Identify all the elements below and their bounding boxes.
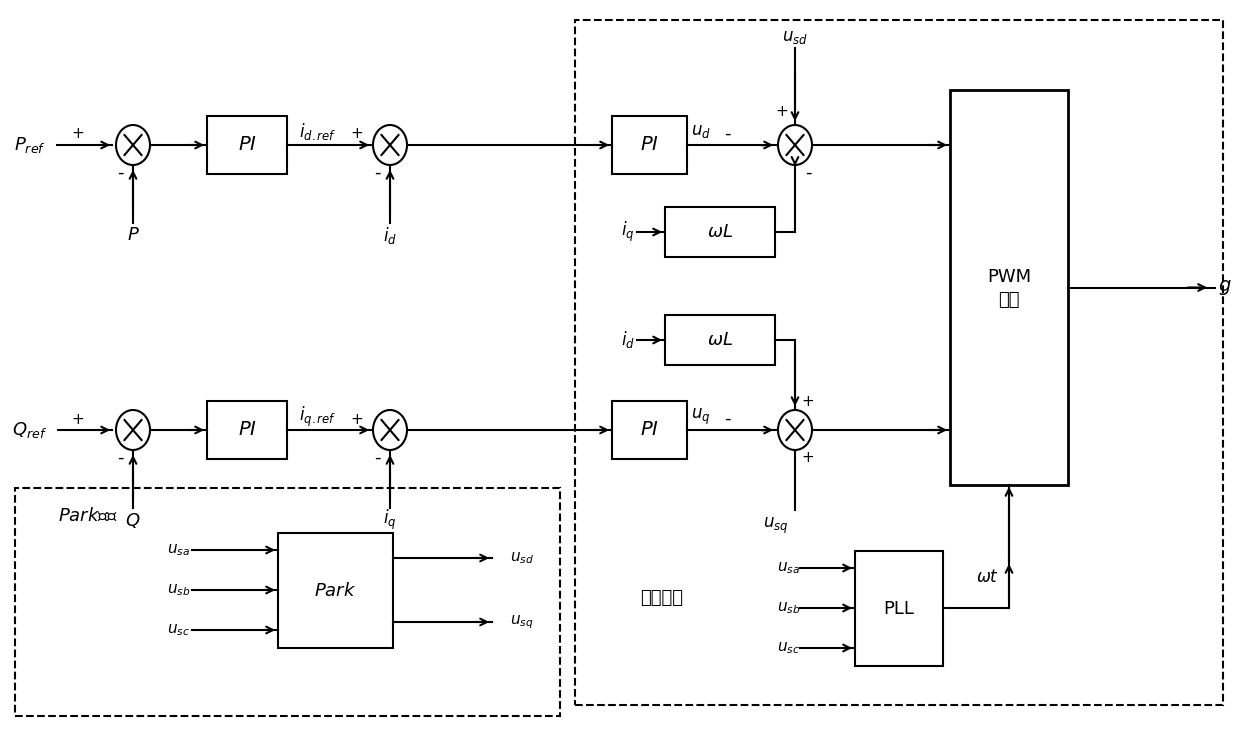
Bar [665, 315, 776, 365]
Bar [207, 401, 287, 459]
Text: -: - [724, 410, 730, 428]
Text: $Q$: $Q$ [125, 510, 141, 529]
Text: $u_{sb}$: $u_{sb}$ [777, 600, 800, 616]
Ellipse shape [373, 125, 406, 165]
Text: -: - [805, 164, 812, 182]
Text: $u_{sb}$: $u_{sb}$ [166, 582, 190, 598]
Text: $u_{sd}$: $u_{sd}$ [510, 550, 534, 566]
Text: -: - [374, 449, 380, 467]
Ellipse shape [373, 410, 406, 450]
Text: +: + [802, 394, 814, 410]
Text: $g$: $g$ [1218, 278, 1232, 297]
Text: +: + [72, 126, 84, 142]
Text: $u_d$: $u_d$ [691, 123, 711, 140]
Text: $PI$: $PI$ [238, 136, 256, 154]
Ellipse shape [778, 125, 812, 165]
Text: $u_{sa}$: $u_{sa}$ [777, 560, 800, 576]
Text: -: - [724, 125, 730, 143]
Ellipse shape [778, 410, 812, 450]
Text: $Park$: $Park$ [315, 582, 357, 599]
Text: -: - [758, 136, 766, 154]
Text: $i_d$: $i_d$ [383, 225, 396, 245]
Bar [950, 90, 1068, 485]
Text: $P_{ref}$: $P_{ref}$ [14, 135, 46, 155]
Text: -: - [116, 449, 123, 467]
Text: $u_{sc}$: $u_{sc}$ [777, 640, 800, 656]
Ellipse shape [116, 410, 150, 450]
Text: $i_q$: $i_q$ [383, 508, 396, 532]
Text: -: - [116, 164, 123, 182]
Text: +: + [802, 450, 814, 466]
Text: $i_q$: $i_q$ [622, 220, 636, 244]
Text: +: + [351, 412, 363, 426]
Text: $PI$: $PI$ [238, 421, 256, 439]
Text: $Q_{ref}$: $Q_{ref}$ [12, 420, 47, 440]
Text: $\omega L$: $\omega L$ [707, 331, 733, 349]
Text: -: - [374, 164, 380, 182]
Text: $u_{sa}$: $u_{sa}$ [167, 542, 190, 558]
Text: $\omega t$: $\omega t$ [975, 569, 999, 586]
Text: $u_{sq}$: $u_{sq}$ [763, 516, 789, 536]
Text: $\omega L$: $\omega L$ [707, 223, 733, 241]
Text: PWM: PWM [987, 269, 1031, 286]
Text: +: + [776, 104, 788, 118]
Bar [612, 116, 686, 174]
Text: $P$: $P$ [126, 226, 140, 244]
Text: 解耦模型: 解耦模型 [641, 589, 684, 607]
Text: $i_{d.ref}$: $i_{d.ref}$ [300, 121, 337, 142]
Bar [665, 207, 776, 257]
Text: $u_{sq}$: $u_{sq}$ [510, 613, 534, 631]
Text: $u_{sc}$: $u_{sc}$ [167, 622, 190, 638]
Text: +: + [72, 412, 84, 426]
Text: $i_{q.ref}$: $i_{q.ref}$ [300, 405, 337, 429]
Ellipse shape [116, 125, 150, 165]
Bar [207, 116, 287, 174]
Bar [855, 551, 943, 666]
Bar [278, 533, 393, 648]
Text: $PI$: $PI$ [641, 136, 659, 154]
Text: $u_q$: $u_q$ [691, 407, 711, 427]
Text: $PI$: $PI$ [641, 421, 659, 439]
Text: 控制: 控制 [999, 291, 1020, 310]
Text: $i_d$: $i_d$ [621, 329, 636, 350]
Text: +: + [351, 126, 363, 142]
Text: $u_{sd}$: $u_{sd}$ [782, 29, 808, 47]
Text: $Park$变换: $Park$变换 [58, 507, 118, 525]
Bar [575, 20, 1223, 705]
Text: -: - [758, 421, 766, 439]
Bar [612, 401, 686, 459]
Text: PLL: PLL [883, 599, 914, 618]
Bar [15, 488, 560, 716]
